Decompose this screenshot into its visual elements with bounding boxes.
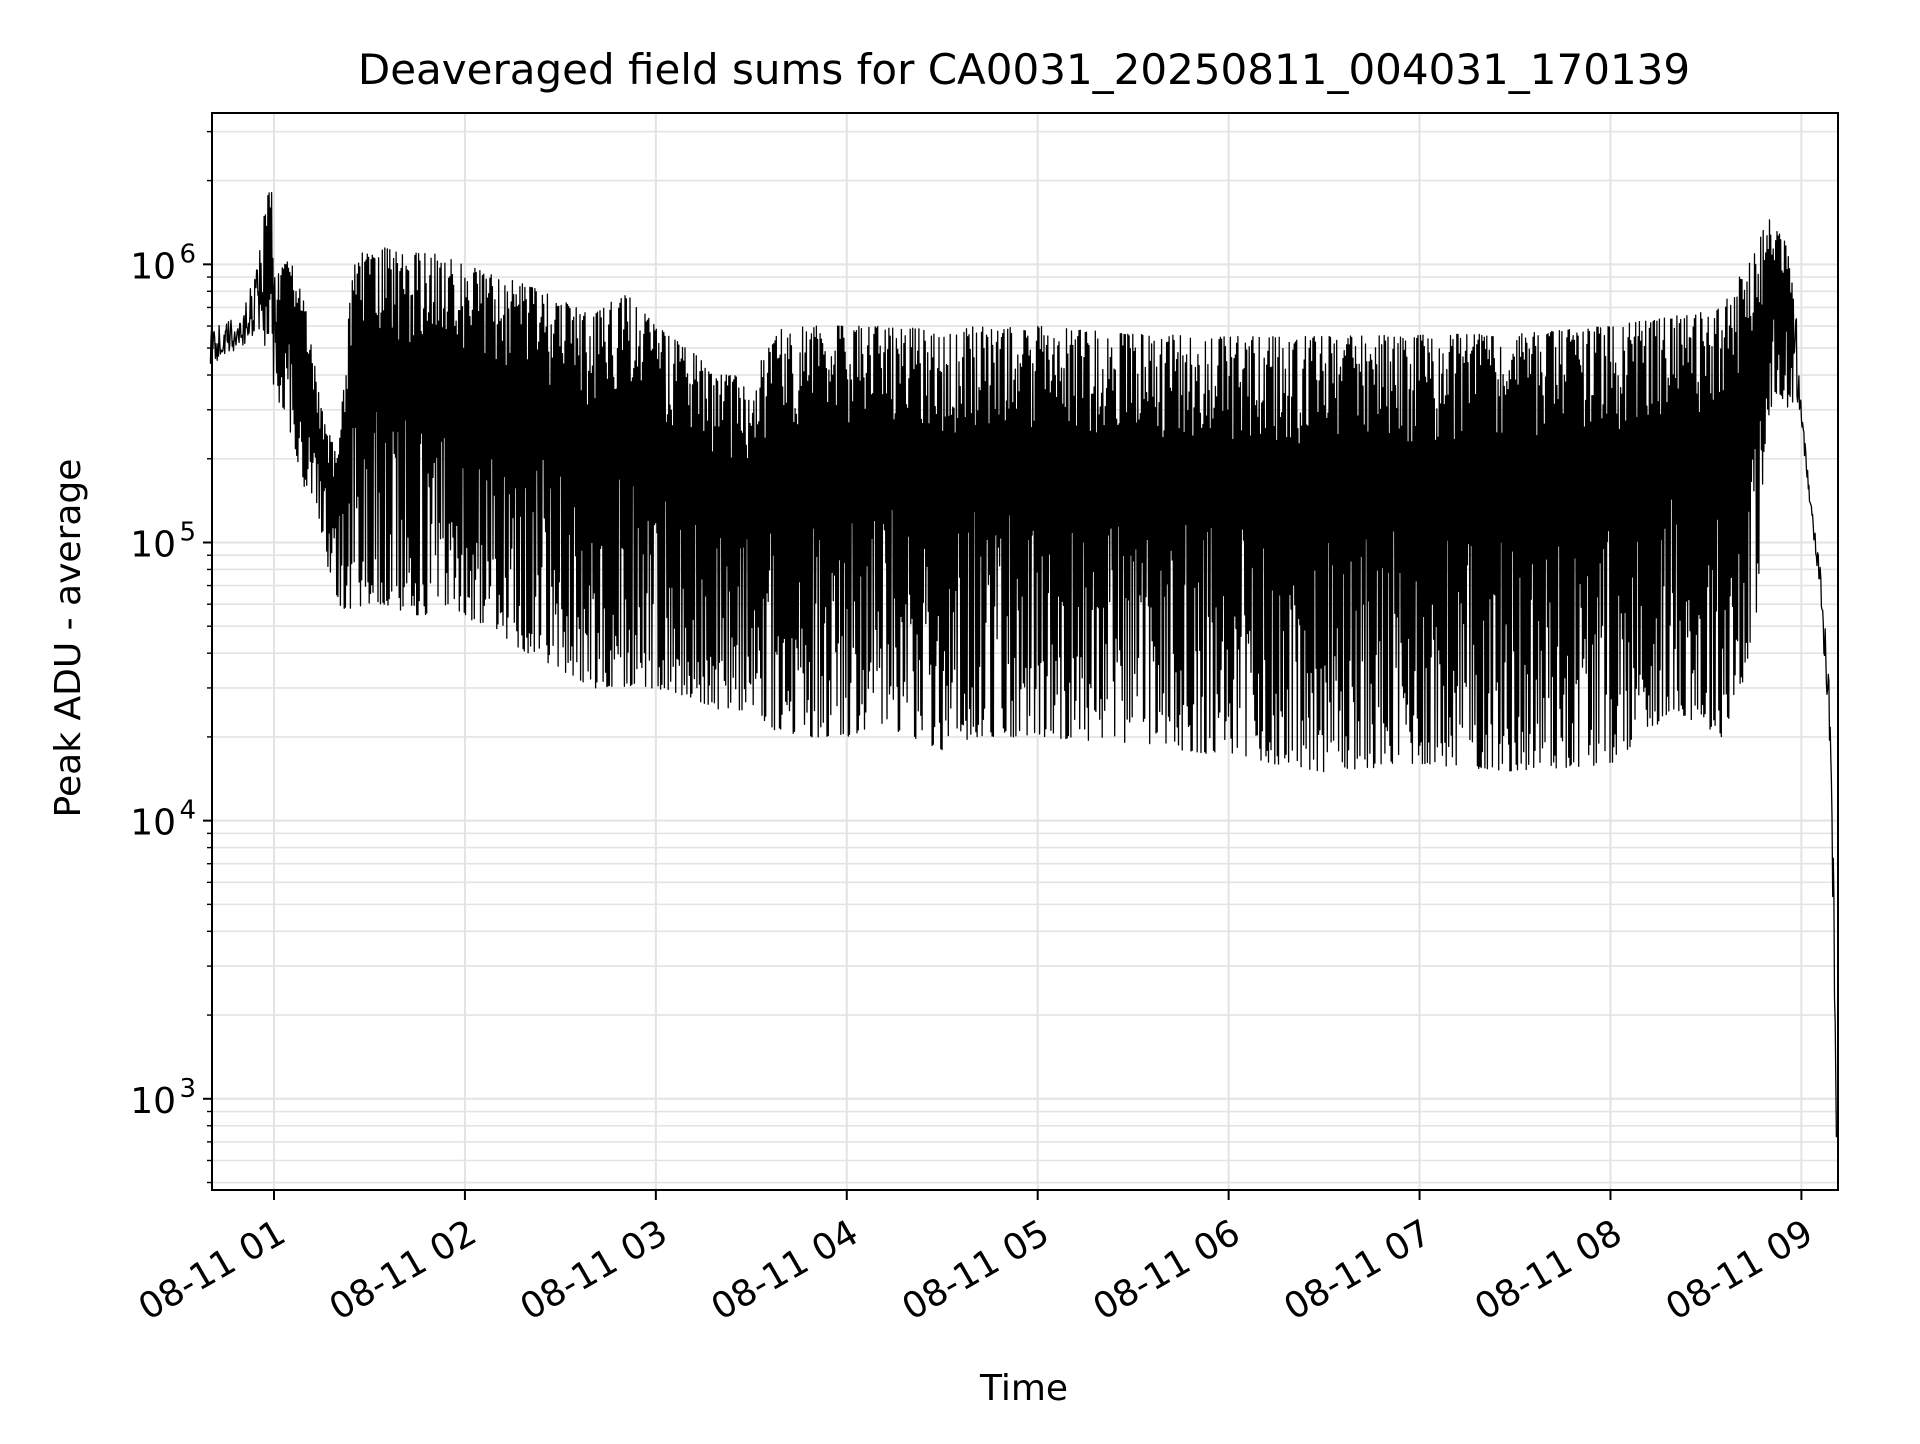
y-tick-label: 10 [130,524,176,565]
series-trace [209,191,1838,1138]
y-tick-exponent: 3 [179,1074,196,1104]
y-axis-label: Peak ADU - average [48,459,89,818]
y-tick-label: 10 [130,246,176,287]
y-tick-exponent: 5 [179,517,196,547]
y-tick-exponent: 4 [179,796,196,826]
plot-frame [211,112,1839,1191]
y-tick-label: 10 [130,1081,176,1122]
chart-title: Deaveraged field sums for CA0031_2025081… [358,45,1690,94]
series-line [209,191,1838,1138]
y-tick-label: 10 [130,803,176,844]
y-tick-exponent: 6 [179,239,196,269]
x-axis-label: Time [979,1368,1068,1409]
